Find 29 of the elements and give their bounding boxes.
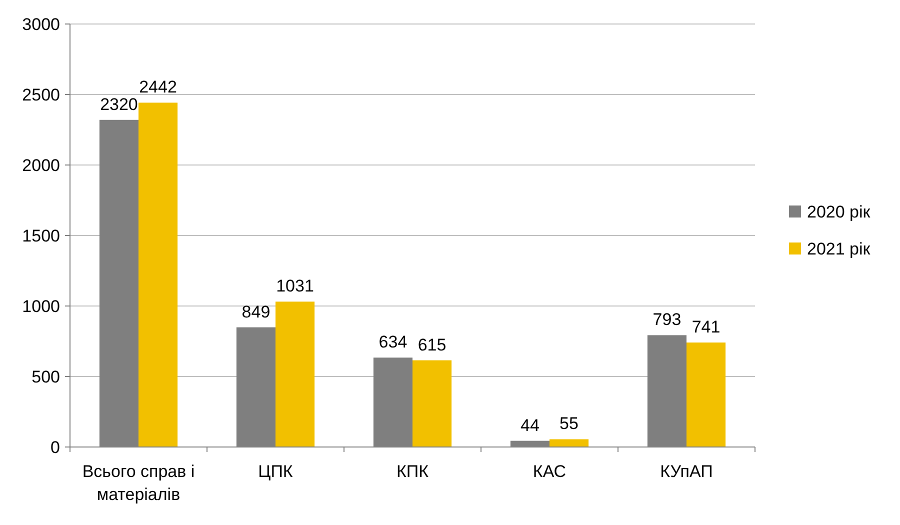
bar <box>550 439 589 447</box>
y-tick-label: 3000 <box>22 14 60 34</box>
y-tick-label: 0 <box>50 438 60 457</box>
data-label: 793 <box>652 310 682 330</box>
bar <box>686 342 726 447</box>
data-label: 634 <box>378 332 408 352</box>
data-label: 55 <box>560 414 578 434</box>
y-tick-label: 1000 <box>22 296 60 316</box>
x-tick-label: Всього справ і матеріалів <box>82 462 195 504</box>
x-tick-label: КУпАП <box>660 462 713 481</box>
x-tick-label: ЦПК <box>258 462 293 481</box>
data-label: 44 <box>520 416 540 435</box>
y-tick-label: 2500 <box>22 85 60 104</box>
data-label: 741 <box>692 318 720 337</box>
y-tick-label: 1500 <box>22 226 60 246</box>
bar <box>138 102 178 447</box>
x-tick-label: КПК <box>396 462 429 481</box>
data-label: 615 <box>418 335 446 354</box>
y-tick-label: 500 <box>32 367 60 386</box>
bar <box>276 302 315 447</box>
x-tick-label: КАС <box>532 462 566 481</box>
data-label: 2320 <box>100 94 138 114</box>
data-label: 1031 <box>276 276 314 296</box>
y-tick-label: 2000 <box>22 156 60 175</box>
data-label: 2442 <box>139 78 177 97</box>
data-label: 849 <box>242 302 270 322</box>
legend-label: 2021 рік <box>807 239 871 258</box>
bar <box>412 360 452 447</box>
legend-label: 2020 рік <box>807 202 871 222</box>
